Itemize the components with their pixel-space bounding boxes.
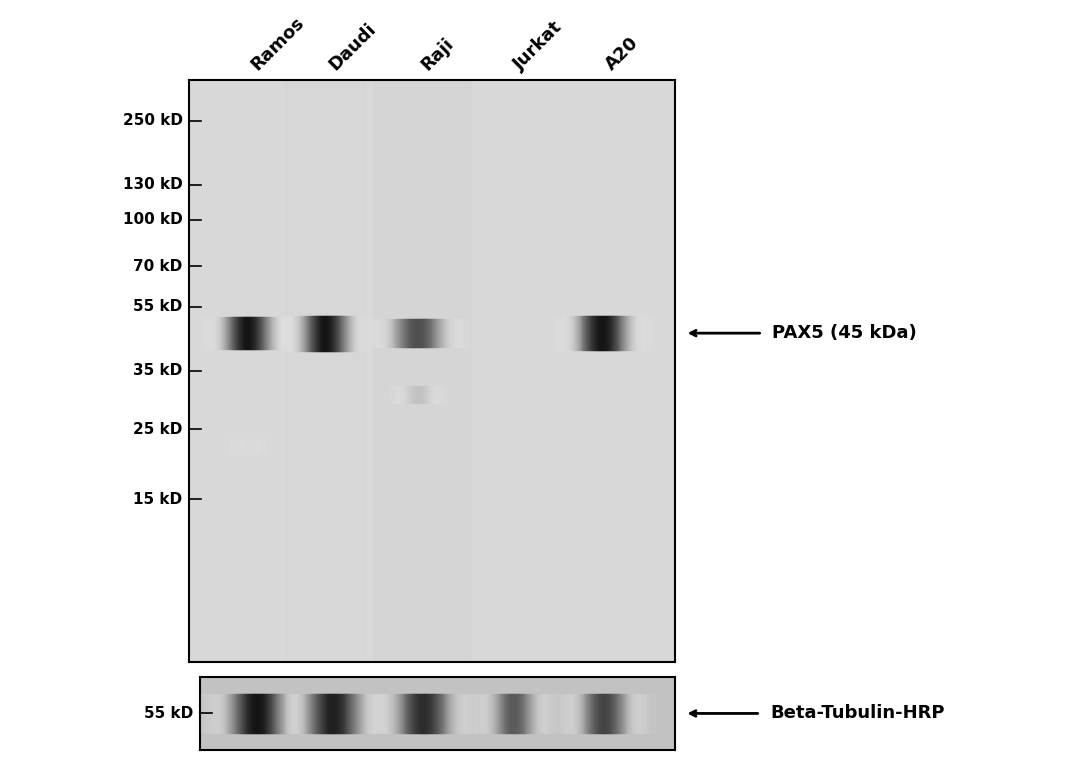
Text: 55 kD: 55 kD — [144, 706, 193, 721]
Text: Daudi: Daudi — [325, 20, 379, 74]
Text: Beta-Tubulin-HRP: Beta-Tubulin-HRP — [770, 705, 945, 722]
Text: 250 kD: 250 kD — [122, 113, 183, 128]
Text: 55 kD: 55 kD — [133, 299, 183, 314]
Text: 70 kD: 70 kD — [133, 259, 183, 274]
Text: Ramos: Ramos — [247, 14, 308, 74]
Text: 35 kD: 35 kD — [133, 364, 183, 378]
Text: 130 kD: 130 kD — [123, 177, 183, 193]
Text: PAX5 (45 kDa): PAX5 (45 kDa) — [772, 324, 917, 342]
Text: A20: A20 — [603, 33, 643, 74]
Text: 25 kD: 25 kD — [133, 422, 183, 437]
Text: Raji: Raji — [417, 34, 457, 74]
Text: 15 kD: 15 kD — [134, 492, 183, 507]
Text: 100 kD: 100 kD — [123, 212, 183, 227]
Text: Jurkat: Jurkat — [510, 18, 566, 74]
